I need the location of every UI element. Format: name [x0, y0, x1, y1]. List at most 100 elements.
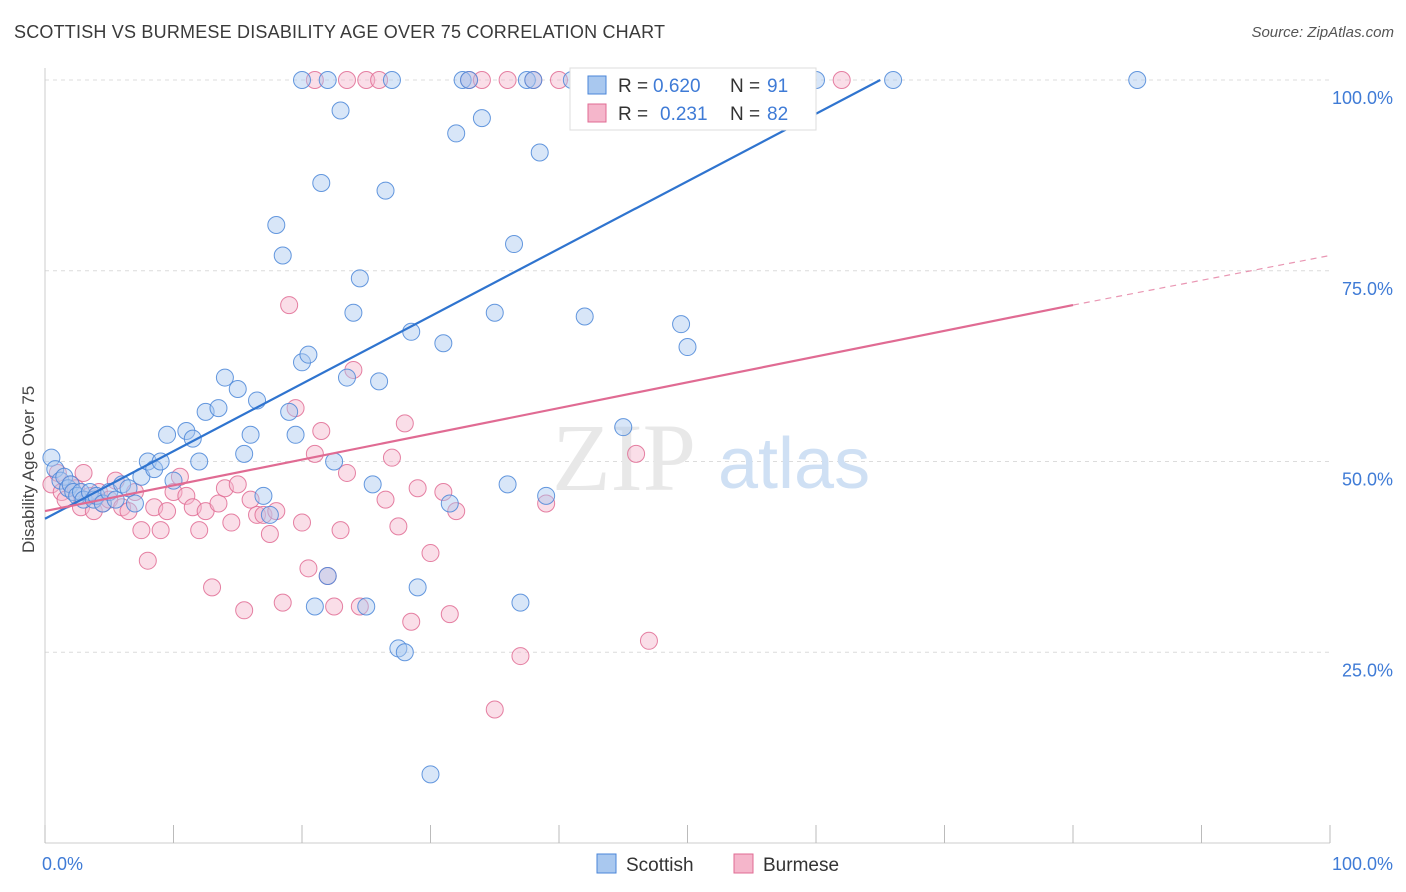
- scottish-point: [273, 246, 292, 265]
- burmese-point: [639, 631, 658, 650]
- burmese-point: [331, 521, 350, 540]
- scottish-point: [318, 566, 337, 585]
- legend-burmese-r-label: R =: [618, 104, 648, 125]
- top-legend: R = 0.620 N = 91 R = 0.231 N = 82: [569, 67, 817, 131]
- burmese-point: [389, 517, 408, 536]
- burmese-point: [434, 483, 453, 502]
- scottish-point: [537, 486, 556, 505]
- burmese-point: [376, 490, 395, 509]
- scottish-point: [190, 452, 209, 471]
- burmese-point: [209, 494, 228, 513]
- burmese-point: [293, 513, 311, 532]
- bottom-legend-burmese-label: Burmese: [763, 855, 839, 876]
- scottish-point: [376, 181, 395, 200]
- burmese-point: [305, 71, 324, 89]
- source-credit: Source: ZipAtlas.com: [1251, 24, 1394, 41]
- scottish-point: [511, 593, 530, 612]
- burmese-point: [395, 414, 414, 433]
- burmese-point: [408, 479, 427, 498]
- legend-scottish-r-label: R =: [618, 76, 648, 97]
- burmese-point: [357, 71, 376, 89]
- scottish-point: [318, 71, 337, 89]
- legend-scottish-swatch: [587, 75, 607, 95]
- scottish-point: [382, 71, 401, 89]
- scottish-point: [434, 334, 453, 353]
- legend-burmese-n-label: N =: [730, 104, 760, 125]
- burmese-point: [337, 463, 356, 482]
- burmese-point: [299, 559, 318, 578]
- scottish-point: [884, 71, 903, 89]
- burmese-point: [350, 597, 369, 616]
- y-tick-label: 25.0%: [1342, 660, 1393, 680]
- burmese-trend-line: [44, 304, 1074, 513]
- burmese-point: [203, 578, 222, 597]
- top-legend-box: [569, 67, 817, 131]
- bottom-legend-scottish-swatch: [596, 853, 617, 874]
- scottish-point: [1128, 71, 1147, 89]
- burmese-point: [440, 605, 459, 624]
- scottish-point: [678, 338, 697, 357]
- burmese-point: [537, 494, 556, 513]
- scottish-point: [305, 597, 324, 616]
- scottish-point: [350, 269, 369, 288]
- scottish-point: [530, 143, 549, 162]
- scottish-point: [299, 345, 318, 364]
- y-tick-label: 75.0%: [1342, 279, 1393, 299]
- legend-scottish-r-value: 0.620: [653, 76, 701, 97]
- burmese-point: [370, 71, 389, 89]
- scottish-point: [209, 399, 228, 418]
- burmese-point: [550, 71, 568, 89]
- burmese-point: [132, 521, 151, 540]
- watermark-atlas: atlas: [718, 424, 870, 504]
- scottish-point: [472, 109, 491, 128]
- y-tick-label: 50.0%: [1342, 470, 1393, 490]
- burmese-point: [402, 612, 421, 631]
- bottom-legend-scottish-label: Scottish: [626, 855, 694, 876]
- scottish-point: [460, 71, 479, 89]
- scottish-point: [357, 597, 376, 616]
- burmese-point: [74, 463, 93, 482]
- burmese-point: [305, 444, 324, 463]
- scottish-point: [421, 765, 440, 784]
- grid: [45, 79, 1330, 653]
- burmese-point: [325, 597, 344, 616]
- scottish-point: [498, 475, 517, 494]
- burmese-point: [312, 421, 331, 440]
- burmese-trend-extension: [1072, 254, 1331, 306]
- bottom-legend-burmese-swatch: [733, 853, 754, 874]
- burmese-point: [344, 360, 363, 379]
- scottish-point: [260, 505, 279, 524]
- burmese-point: [627, 444, 646, 463]
- scottish-point: [575, 307, 594, 326]
- burmese-point: [280, 296, 299, 315]
- legend-scottish-n-value: 91: [767, 76, 788, 97]
- scottish-point: [293, 71, 311, 89]
- legend-burmese-r-value: 0.231: [660, 104, 708, 125]
- scottish-point: [254, 486, 273, 505]
- burmese-point: [472, 71, 491, 89]
- scottish-point: [344, 303, 363, 322]
- scottish-point: [524, 71, 543, 89]
- scottish-point: [325, 452, 344, 471]
- scottish-point: [395, 643, 414, 662]
- y-axis-label: Disability Age Over 75: [19, 386, 38, 553]
- scottish-trend-line: [44, 79, 881, 520]
- x-tick-label: 0.0%: [42, 854, 83, 874]
- burmese-point: [151, 521, 170, 540]
- scottish-point: [363, 475, 382, 494]
- burmese-point: [511, 647, 530, 666]
- scottish-point: [46, 460, 65, 479]
- burmese-point: [235, 601, 254, 620]
- burmese-point: [190, 521, 209, 540]
- scottish-point: [370, 372, 389, 391]
- scottish-point: [672, 315, 691, 334]
- burmese-point: [447, 502, 466, 521]
- burmese-point: [158, 502, 177, 521]
- legend-burmese-swatch: [587, 103, 607, 123]
- burmese-point: [177, 486, 196, 505]
- scottish-point: [158, 425, 177, 444]
- burmese-point: [832, 71, 851, 89]
- legend-scottish-n-label: N =: [730, 76, 760, 97]
- legend-burmese-n-value: 82: [767, 104, 788, 125]
